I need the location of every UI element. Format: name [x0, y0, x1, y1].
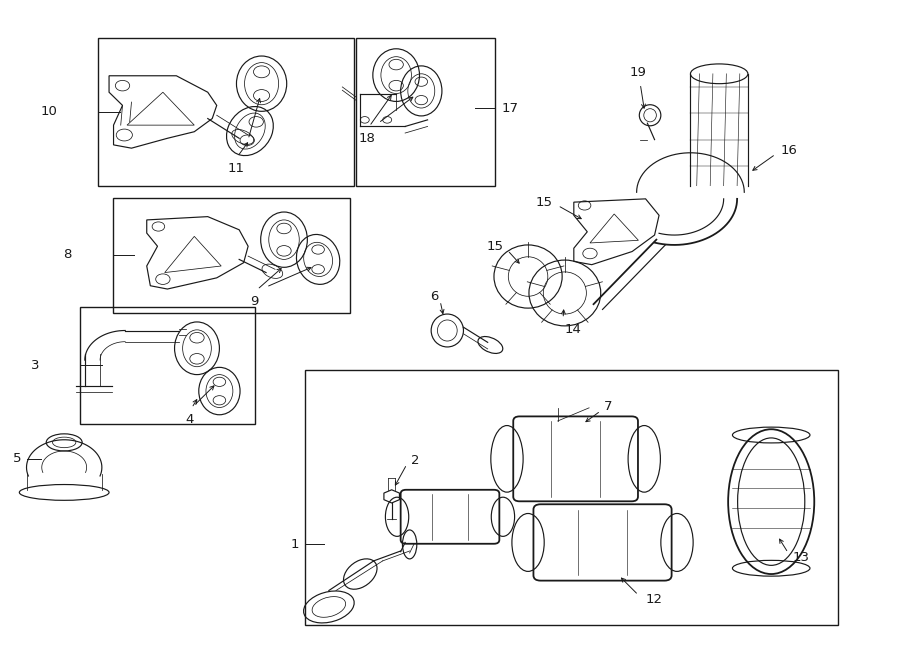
Text: 12: 12 — [645, 592, 662, 605]
Text: 15: 15 — [536, 196, 553, 210]
Text: 19: 19 — [630, 66, 647, 79]
Text: 5: 5 — [13, 452, 21, 465]
Text: 6: 6 — [430, 290, 438, 303]
Bar — [80, 307, 256, 424]
Text: 16: 16 — [780, 143, 797, 157]
Text: 11: 11 — [227, 162, 244, 175]
Text: 10: 10 — [40, 106, 57, 118]
Bar — [98, 38, 354, 186]
Text: 14: 14 — [565, 323, 581, 336]
Text: 13: 13 — [793, 551, 810, 564]
Text: 7: 7 — [604, 401, 613, 413]
Bar — [304, 370, 839, 625]
Text: 8: 8 — [63, 249, 71, 261]
Text: 1: 1 — [291, 538, 300, 551]
Bar — [112, 198, 350, 313]
Text: 17: 17 — [502, 102, 519, 114]
Text: 2: 2 — [410, 453, 419, 467]
Text: 4: 4 — [185, 413, 194, 426]
Text: 9: 9 — [250, 295, 258, 308]
Text: 18: 18 — [359, 132, 376, 145]
Text: 3: 3 — [31, 359, 39, 372]
Text: 15: 15 — [487, 240, 504, 253]
Bar — [356, 38, 495, 186]
